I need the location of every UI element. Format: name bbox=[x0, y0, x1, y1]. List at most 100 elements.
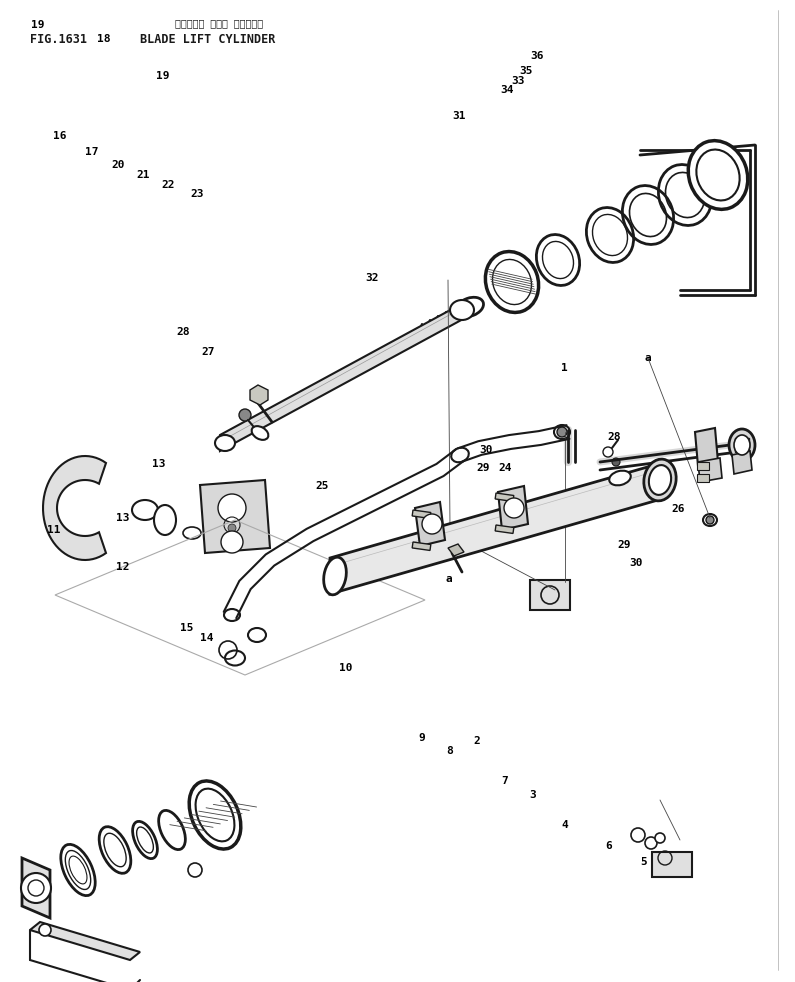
Bar bbox=[495, 525, 514, 533]
Ellipse shape bbox=[154, 505, 176, 535]
Ellipse shape bbox=[224, 609, 240, 621]
Text: 10: 10 bbox=[339, 663, 352, 673]
Text: 8: 8 bbox=[446, 746, 452, 756]
Text: 19: 19 bbox=[32, 20, 45, 29]
Ellipse shape bbox=[21, 873, 51, 903]
Text: a: a bbox=[446, 574, 452, 584]
Ellipse shape bbox=[649, 465, 671, 495]
Text: 3: 3 bbox=[529, 791, 536, 800]
Bar bbox=[697, 474, 709, 482]
Text: 29: 29 bbox=[477, 464, 490, 473]
Text: 2: 2 bbox=[474, 736, 480, 746]
Ellipse shape bbox=[324, 557, 347, 595]
Ellipse shape bbox=[703, 514, 717, 526]
Text: 6: 6 bbox=[605, 842, 611, 851]
Text: 20: 20 bbox=[111, 160, 124, 170]
Ellipse shape bbox=[252, 426, 269, 440]
Polygon shape bbox=[22, 858, 50, 918]
Ellipse shape bbox=[39, 924, 51, 936]
Bar bbox=[652, 852, 692, 877]
Ellipse shape bbox=[188, 863, 202, 877]
Text: 32: 32 bbox=[366, 273, 378, 283]
Text: 18: 18 bbox=[97, 34, 110, 44]
Polygon shape bbox=[200, 480, 270, 553]
Text: 13: 13 bbox=[117, 514, 130, 523]
Text: 7: 7 bbox=[502, 776, 508, 786]
Polygon shape bbox=[732, 451, 752, 474]
Text: 11: 11 bbox=[48, 525, 60, 535]
Ellipse shape bbox=[557, 427, 567, 437]
Ellipse shape bbox=[603, 447, 613, 457]
Text: 29: 29 bbox=[618, 540, 630, 550]
Text: FIG.1631: FIG.1631 bbox=[30, 33, 87, 46]
Bar bbox=[412, 542, 431, 551]
Bar bbox=[735, 438, 749, 452]
Text: 14: 14 bbox=[200, 633, 213, 643]
Ellipse shape bbox=[221, 531, 243, 553]
Text: 24: 24 bbox=[498, 464, 511, 473]
Ellipse shape bbox=[729, 429, 755, 461]
Text: ブレード・ リフト シリンダ・: ブレード・ リフト シリンダ・ bbox=[175, 18, 263, 28]
Ellipse shape bbox=[615, 475, 625, 485]
Ellipse shape bbox=[450, 300, 474, 320]
Ellipse shape bbox=[218, 494, 246, 522]
Ellipse shape bbox=[631, 828, 645, 842]
Text: 16: 16 bbox=[53, 131, 66, 140]
Ellipse shape bbox=[645, 837, 657, 849]
Text: 22: 22 bbox=[162, 180, 175, 190]
Text: BLADE LIFT CYLINDER: BLADE LIFT CYLINDER bbox=[140, 33, 275, 46]
Ellipse shape bbox=[734, 435, 750, 455]
Text: 12: 12 bbox=[117, 562, 130, 572]
Text: 17: 17 bbox=[85, 147, 98, 157]
Ellipse shape bbox=[609, 470, 630, 485]
Polygon shape bbox=[330, 462, 665, 594]
Polygon shape bbox=[695, 428, 718, 466]
Ellipse shape bbox=[612, 458, 620, 466]
Ellipse shape bbox=[504, 498, 524, 518]
Text: 15: 15 bbox=[180, 624, 193, 633]
Text: 30: 30 bbox=[480, 445, 493, 455]
Ellipse shape bbox=[621, 486, 629, 494]
Text: 1: 1 bbox=[561, 363, 568, 373]
Ellipse shape bbox=[60, 845, 95, 896]
Polygon shape bbox=[498, 486, 528, 530]
Text: a: a bbox=[645, 354, 651, 363]
Ellipse shape bbox=[228, 524, 236, 532]
Text: 21: 21 bbox=[137, 170, 149, 180]
Ellipse shape bbox=[239, 409, 251, 421]
Text: 34: 34 bbox=[501, 85, 514, 95]
Text: 19: 19 bbox=[157, 71, 169, 81]
Bar bbox=[412, 510, 431, 518]
Polygon shape bbox=[30, 922, 140, 960]
Ellipse shape bbox=[248, 628, 266, 642]
Ellipse shape bbox=[225, 650, 245, 666]
Text: 28: 28 bbox=[608, 432, 621, 442]
Ellipse shape bbox=[554, 425, 570, 439]
Ellipse shape bbox=[189, 781, 241, 849]
Polygon shape bbox=[698, 458, 722, 482]
Text: 33: 33 bbox=[512, 76, 525, 85]
Ellipse shape bbox=[422, 514, 442, 534]
Ellipse shape bbox=[452, 448, 469, 463]
Text: 9: 9 bbox=[418, 734, 425, 743]
Bar bbox=[495, 493, 514, 502]
Ellipse shape bbox=[486, 251, 539, 312]
Ellipse shape bbox=[688, 140, 748, 209]
Text: 23: 23 bbox=[191, 190, 204, 199]
Bar bbox=[530, 580, 570, 610]
Bar bbox=[697, 462, 709, 470]
Ellipse shape bbox=[644, 460, 677, 501]
Text: 28: 28 bbox=[176, 327, 189, 337]
Polygon shape bbox=[415, 502, 445, 546]
Polygon shape bbox=[220, 302, 465, 451]
Text: 31: 31 bbox=[453, 111, 466, 121]
Ellipse shape bbox=[133, 821, 157, 858]
Ellipse shape bbox=[655, 833, 665, 843]
Text: 5: 5 bbox=[641, 857, 647, 867]
Polygon shape bbox=[43, 456, 106, 560]
Text: 26: 26 bbox=[672, 504, 684, 514]
Polygon shape bbox=[448, 544, 464, 556]
Text: 13: 13 bbox=[153, 460, 165, 469]
Text: 4: 4 bbox=[561, 820, 568, 830]
Ellipse shape bbox=[215, 435, 235, 451]
